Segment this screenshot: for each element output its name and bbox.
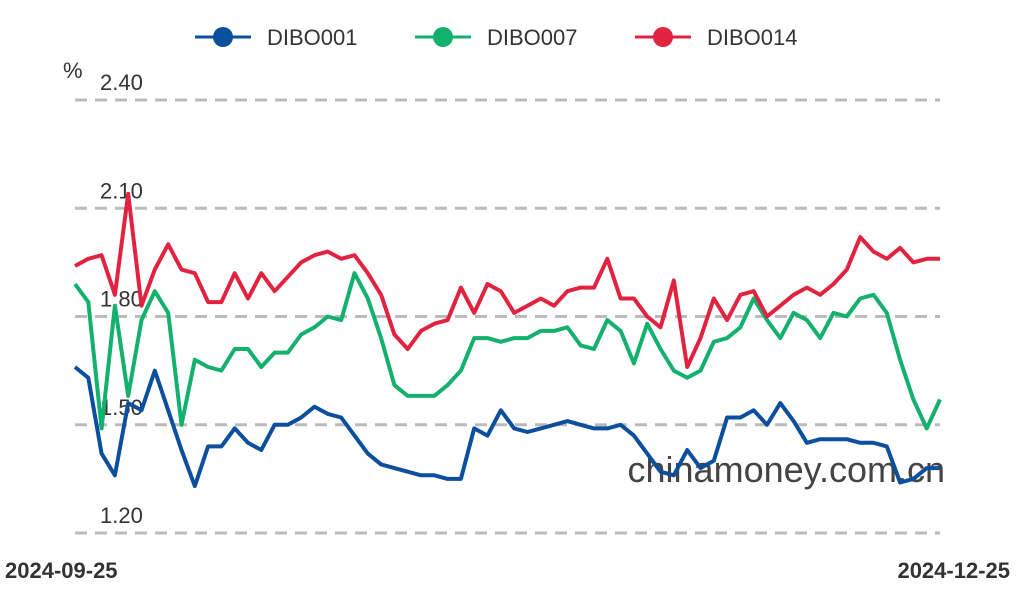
series-line bbox=[73, 365, 940, 489]
x-tick-label: 2024-12-25 bbox=[897, 558, 1010, 583]
y-tick-label: 1.80 bbox=[100, 287, 143, 312]
legend-label: DIBO007 bbox=[487, 25, 578, 50]
y-tick-label: 2.40 bbox=[100, 70, 143, 95]
series-line bbox=[73, 271, 942, 431]
legend-marker bbox=[213, 27, 233, 47]
legend-label: DIBO014 bbox=[707, 25, 798, 50]
legend-marker bbox=[433, 27, 453, 47]
series-line bbox=[74, 191, 940, 369]
x-tick-label: 2024-09-25 bbox=[5, 558, 118, 583]
legend-marker bbox=[653, 27, 673, 47]
y-tick-label: 2.10 bbox=[100, 178, 143, 203]
y-tick-label: 1.20 bbox=[100, 503, 143, 528]
y-unit: % bbox=[63, 58, 83, 83]
legend-label: DIBO001 bbox=[267, 25, 358, 50]
